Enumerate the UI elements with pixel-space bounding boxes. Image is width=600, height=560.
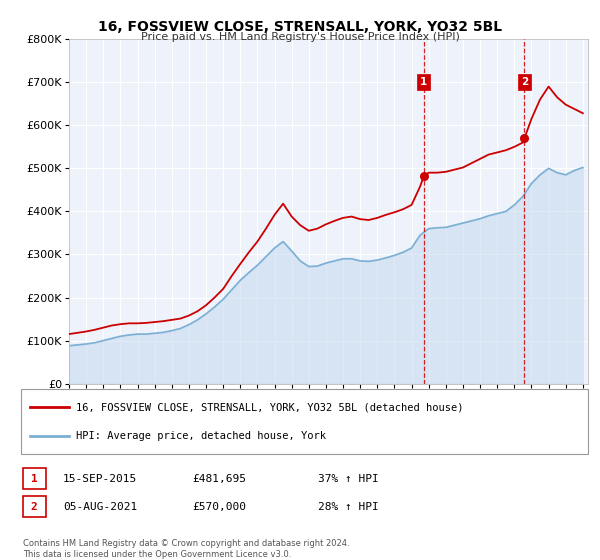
Text: 05-AUG-2021: 05-AUG-2021 [63,502,137,512]
Text: This data is licensed under the Open Government Licence v3.0.: This data is licensed under the Open Gov… [23,550,291,559]
Text: 15-SEP-2015: 15-SEP-2015 [63,474,137,484]
Text: Contains HM Land Registry data © Crown copyright and database right 2024.: Contains HM Land Registry data © Crown c… [23,539,349,548]
Text: 16, FOSSVIEW CLOSE, STRENSALL, YORK, YO32 5BL: 16, FOSSVIEW CLOSE, STRENSALL, YORK, YO3… [98,20,502,34]
Text: 1: 1 [31,474,38,484]
Text: 1: 1 [420,77,427,87]
Text: 16, FOSSVIEW CLOSE, STRENSALL, YORK, YO32 5BL (detached house): 16, FOSSVIEW CLOSE, STRENSALL, YORK, YO3… [76,402,464,412]
Text: 37% ↑ HPI: 37% ↑ HPI [318,474,379,484]
Text: 2: 2 [31,502,38,512]
Text: £570,000: £570,000 [192,502,246,512]
Text: 2: 2 [521,77,528,87]
Text: £481,695: £481,695 [192,474,246,484]
Text: HPI: Average price, detached house, York: HPI: Average price, detached house, York [76,431,326,441]
Text: 28% ↑ HPI: 28% ↑ HPI [318,502,379,512]
Text: Price paid vs. HM Land Registry's House Price Index (HPI): Price paid vs. HM Land Registry's House … [140,32,460,43]
